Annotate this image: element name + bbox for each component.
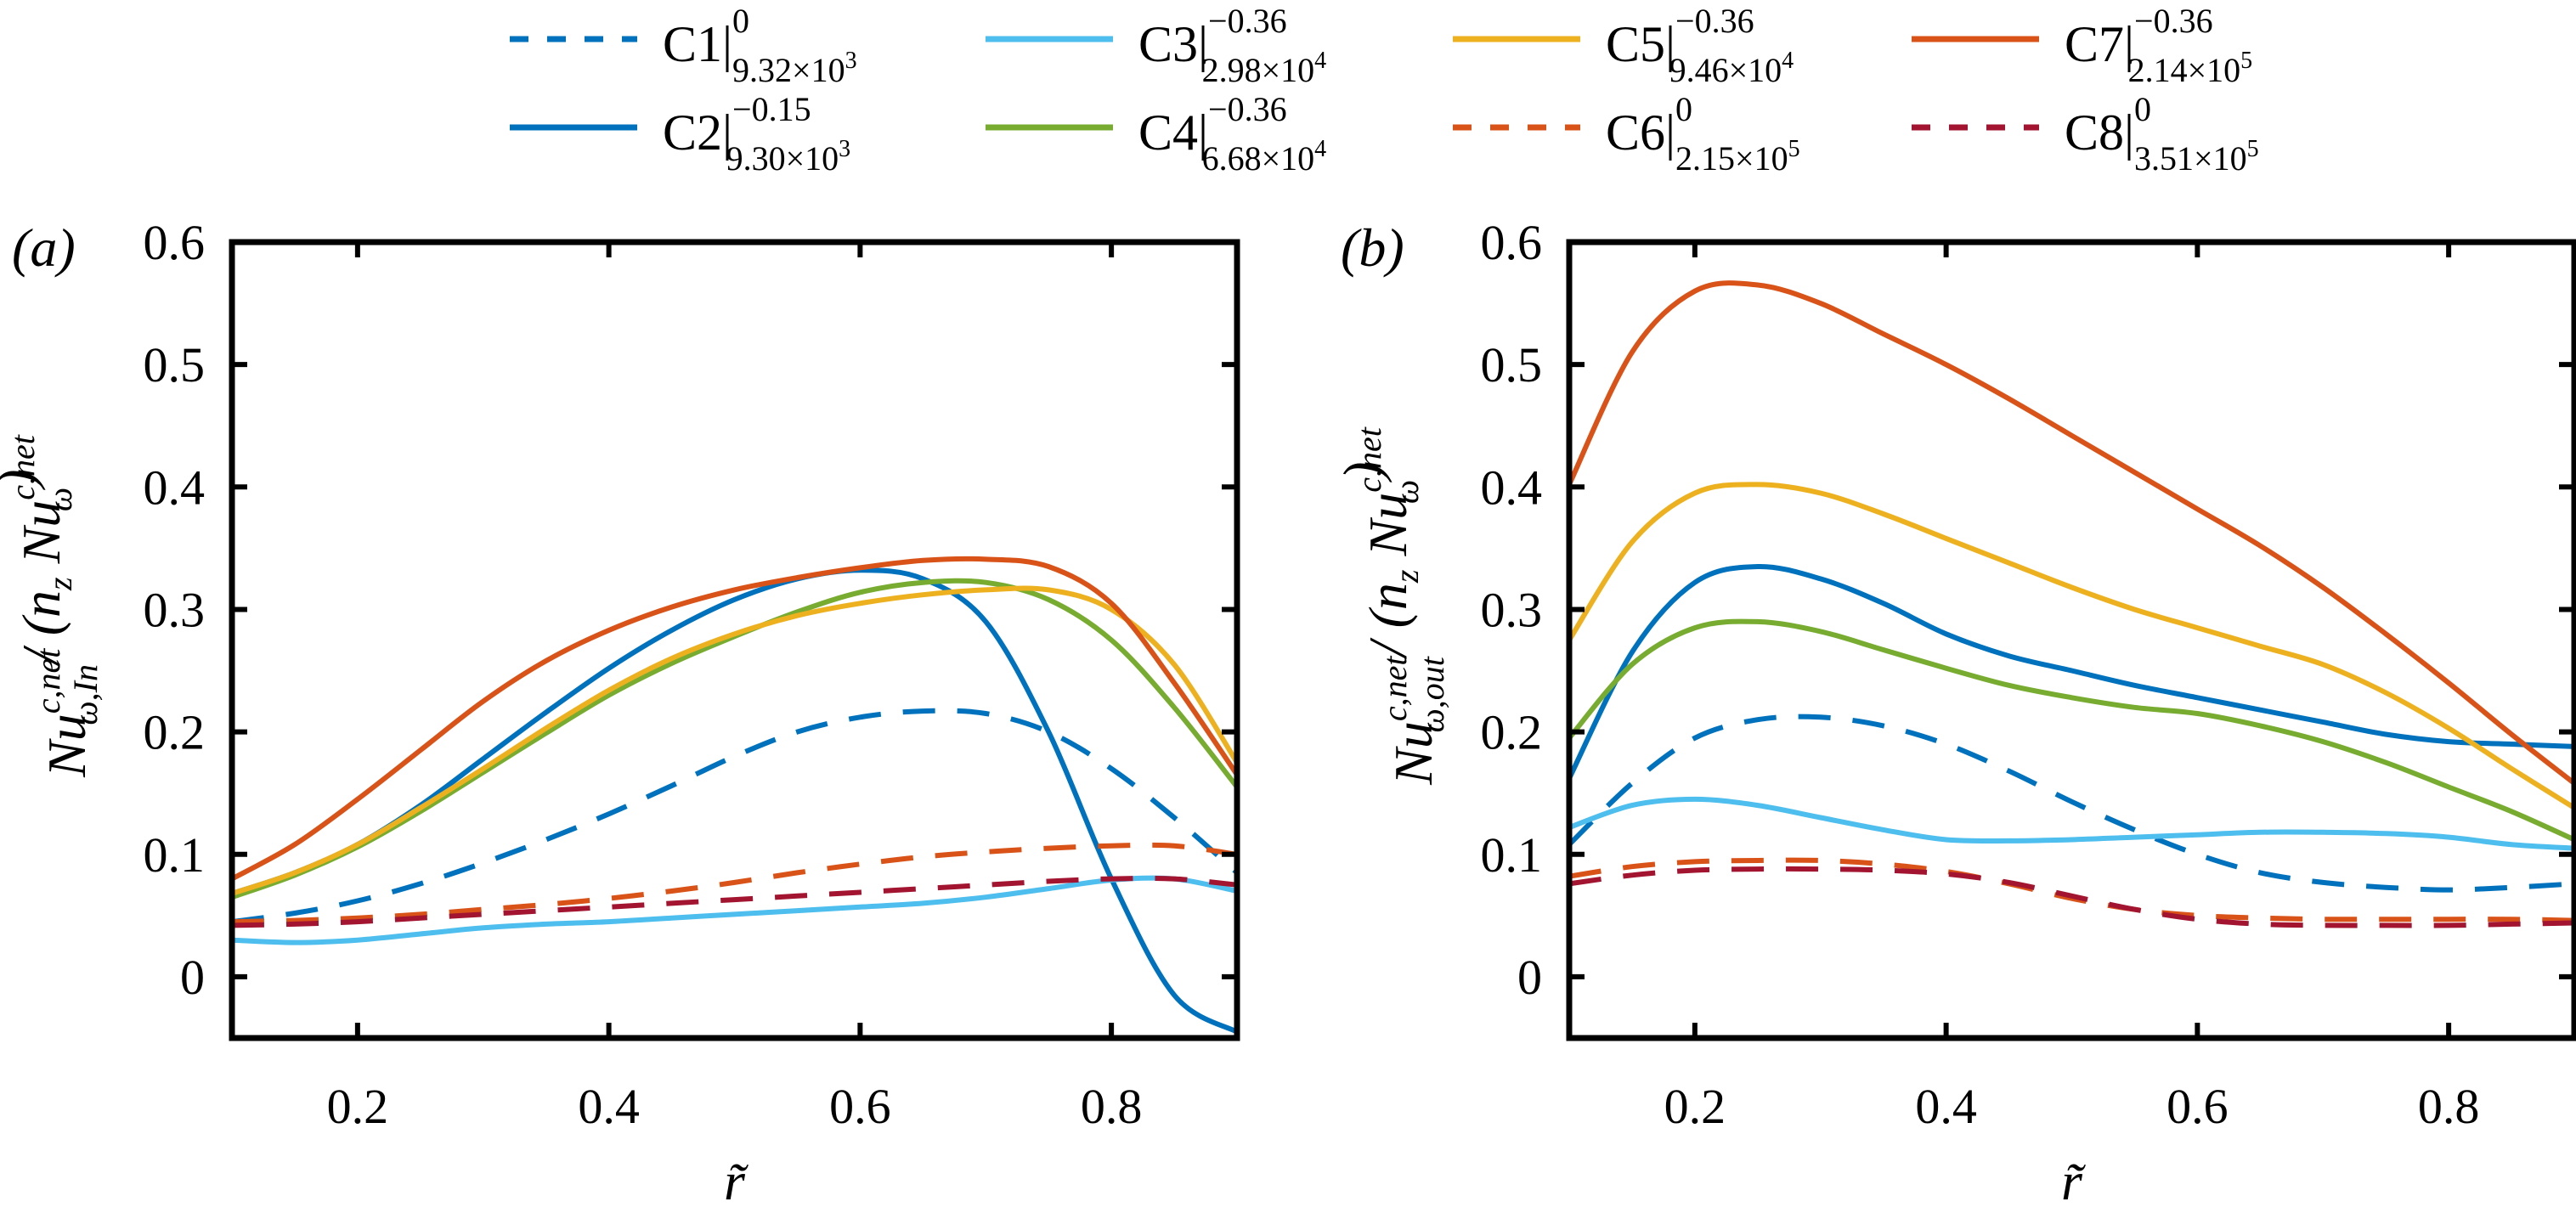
series-line-c1 [232,708,1237,925]
x-tick-label: 0.8 [2418,1079,2480,1134]
legend-entry-c3: C3|−0.36 2.98×104 [986,2,1326,89]
series-group [232,556,1237,1035]
legend-label: C1|0 9.32×103 [663,2,857,89]
x-tick-label: 0.4 [1915,1079,1977,1134]
y-tick-label: 0.5 [144,337,206,392]
y-tick-label: 0.2 [144,705,206,760]
series-group [1569,280,2574,928]
legend-label: C2|−0.15 9.30×103 [663,90,850,178]
legend-label: C6|0 2.15×105 [1606,90,1800,178]
x-tick-label: 0.8 [1081,1079,1143,1134]
legend-entry-c2: C2|−0.15 9.30×103 [510,90,850,178]
y-tick-label: 0.5 [1481,337,1543,392]
series-line-c5 [1569,482,2574,810]
legend-entry-c5: C5|−0.36 9.46×104 [1453,2,1794,89]
series-line-c8 [1569,866,2574,928]
series-line-c4 [1569,618,2574,843]
y-tick-label: 0.4 [144,460,206,515]
x-axis-label: r̃ [724,1151,749,1211]
legend-label: C5|−0.36 9.46×104 [1606,2,1794,89]
series-line-c1 [1569,714,2574,893]
y-tick-label: 0.2 [1481,705,1543,760]
x-tick-label: 0.4 [578,1079,640,1134]
y-tick-label: 0.1 [1481,827,1543,883]
y-tick-label: 0.3 [144,582,206,637]
panel-label: (a) [12,217,76,278]
y-axis-label: Nuc,netω,In/ (nz Nuc,netω) [0,434,105,778]
y-tick-label: 0.6 [1481,215,1543,270]
y-tick-label: 0.3 [1481,582,1543,637]
x-tick-label: 0.2 [1664,1079,1726,1134]
y-axis-label: Nuc,netω,out/ (nz Nuc,netω) [1332,426,1451,786]
series-line-c3 [232,875,1237,945]
y-tick-label: 0 [1517,950,1542,1005]
series-line-c5 [232,585,1237,896]
plot-frame [229,239,1240,1041]
series-line-c8 [232,875,1237,928]
panel-b: 0 0.1 0.2 0.3 0.4 0.5 0.6 0.2 0.4 0.6 0.8 (b) r̃ Nuc,… [1332,215,2576,1211]
legend-label: C3|−0.36 2.98×104 [1138,2,1326,89]
y-tick-label: 0.1 [144,827,206,883]
series-line-c7 [1569,280,2574,786]
legend-entry-c7: C7|−0.36 2.14×105 [1912,2,2252,89]
legend-label: C7|−0.36 2.14×105 [2065,2,2252,89]
panel-label: (b) [1341,217,1404,278]
legend-entry-c1: C1|0 9.32×103 [510,2,857,89]
legend-label: C8|0 3.51×105 [2065,90,2259,178]
x-axis-label: r̃ [2061,1151,2087,1211]
series-line-c4 [232,578,1237,900]
plot-frame [1566,239,2576,1041]
legend-entry-c4: C4|−0.36 6.68×104 [986,90,1326,178]
x-tick-label: 0.6 [2166,1079,2229,1134]
legend-entry-c6: C6|0 2.15×105 [1453,90,1800,178]
series-line-c7 [232,556,1237,882]
x-tick-label: 0.6 [829,1079,891,1134]
y-tick-label: 0 [180,950,205,1005]
y-tick-label: 0.6 [144,215,206,270]
series-line-c6 [232,842,1237,925]
x-tick-label: 0.2 [327,1079,389,1134]
panel-a: 0 0.1 0.2 0.3 0.4 0.5 0.6 0.2 0.4 0.6 0.8 (a) r̃ Nuc,… [0,215,1240,1211]
legend-entry-c8: C8|0 3.51×105 [1912,90,2259,178]
legend-label: C4|−0.36 6.68×104 [1138,90,1326,178]
series-line-c2 [232,567,1237,1035]
series-line-c2 [1569,563,2574,780]
series-line-c3 [1569,796,2574,851]
y-tick-label: 0.4 [1481,460,1543,515]
